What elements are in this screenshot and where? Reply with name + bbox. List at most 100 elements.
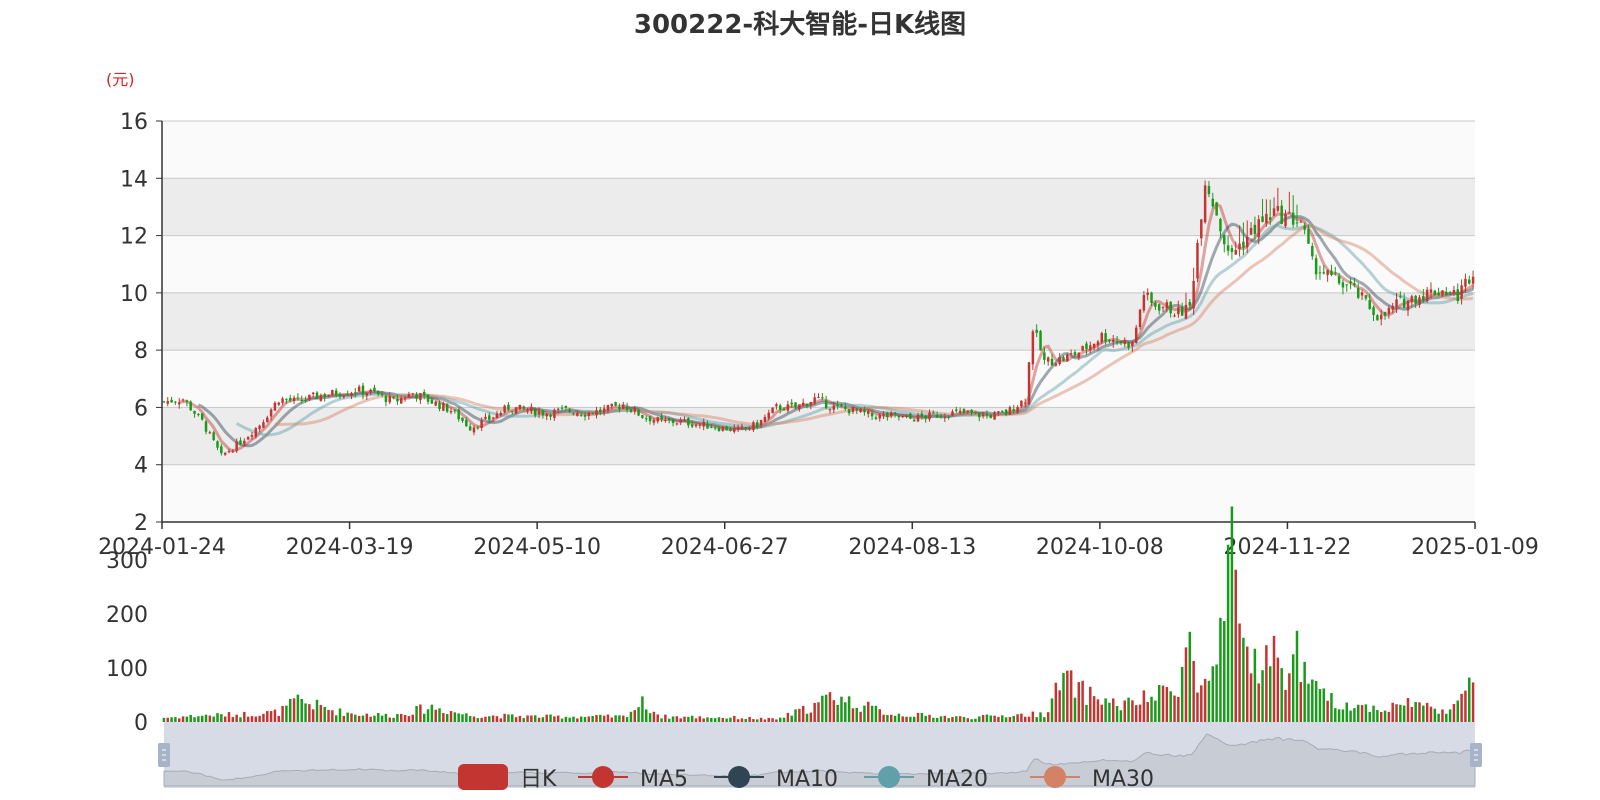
volume-bar	[1043, 717, 1046, 722]
volume-bar	[671, 716, 675, 722]
volume-bar	[396, 713, 399, 722]
volume-bar	[319, 704, 323, 722]
candle-body	[1288, 212, 1291, 214]
candle-body	[1418, 297, 1421, 305]
volume-bar	[556, 715, 560, 722]
volume-bar	[426, 709, 430, 722]
candle-body	[1265, 213, 1268, 224]
candle-body	[1456, 289, 1460, 302]
candle-body	[537, 411, 541, 415]
svg-text:MA20: MA20	[926, 767, 988, 792]
ma30-legend-icon	[1044, 766, 1066, 788]
volume-bar	[1192, 660, 1195, 722]
volume-bar	[767, 717, 770, 722]
candle-body	[281, 398, 284, 403]
volume-bar	[602, 715, 606, 722]
ma20-legend-icon	[878, 766, 900, 788]
volume-bar	[181, 716, 185, 722]
candle-body	[671, 420, 675, 423]
volume-bar	[392, 717, 395, 722]
volume-bar	[606, 714, 610, 722]
volume-bar	[978, 716, 981, 722]
datazoom-right-handle[interactable]	[1470, 743, 1482, 767]
volume-bar	[537, 717, 541, 722]
legend-item-ma10[interactable]: MA10	[714, 766, 838, 792]
candle-body	[491, 417, 495, 419]
candle-body	[258, 425, 261, 430]
candle-body	[488, 415, 491, 420]
volume-bar	[1234, 569, 1237, 722]
candle-body	[239, 440, 242, 445]
candle-body	[606, 405, 610, 411]
candle-body	[323, 394, 326, 398]
legend[interactable]: 日K MA5 MA10 MA20 MA30	[458, 764, 1154, 792]
volume-bar	[457, 713, 460, 722]
volume-bar	[1368, 711, 1371, 722]
volume-bar	[204, 714, 208, 722]
candle-body	[893, 412, 897, 414]
candle-body	[1108, 339, 1111, 342]
candle-body	[1391, 305, 1394, 310]
volume-bar	[212, 716, 215, 722]
volume-bar	[1456, 700, 1460, 722]
legend-item-ma5[interactable]: MA5	[578, 766, 688, 792]
volume-bar	[476, 718, 480, 722]
candle-body	[1092, 343, 1096, 348]
volume-bar	[514, 717, 518, 722]
candle-body	[564, 405, 568, 408]
ma5-legend-icon	[592, 766, 614, 788]
candle-body	[273, 402, 277, 411]
datazoom-slider[interactable]	[158, 722, 1482, 788]
volume-bar	[266, 711, 269, 722]
volume-bar	[1112, 698, 1115, 722]
candle-body	[664, 419, 667, 421]
ma10-legend-icon	[728, 766, 750, 788]
volume-tick-label: 100	[106, 657, 148, 682]
volume-bar	[1452, 704, 1456, 722]
volume-bar	[568, 717, 571, 722]
volume-bar	[311, 709, 315, 722]
candle-body	[541, 410, 545, 416]
date-tick-label: 2024-10-08	[1036, 535, 1164, 560]
volume-bar	[733, 715, 736, 722]
candle-body	[1154, 302, 1157, 307]
candle-body	[599, 409, 602, 413]
candle-body	[174, 401, 177, 403]
legend-item-ma30[interactable]: MA30	[1030, 766, 1154, 792]
volume-bar	[560, 718, 564, 722]
candle-body	[181, 399, 185, 401]
candle-body	[805, 404, 809, 407]
volume-bar	[622, 715, 625, 722]
volume-bar	[1402, 705, 1406, 722]
volume-bar	[1326, 700, 1329, 722]
candle-body	[1311, 245, 1314, 257]
legend-item-ma20[interactable]: MA20	[864, 766, 988, 792]
volume-bar	[1062, 672, 1065, 722]
volume-bar	[629, 711, 633, 722]
volume-bar	[756, 719, 759, 722]
datazoom-left-handle[interactable]	[158, 743, 170, 767]
candle-body	[1314, 258, 1318, 275]
volume-bar	[989, 715, 993, 722]
volume-bar	[1119, 710, 1123, 722]
volume-bar	[380, 715, 384, 722]
volume-bar	[939, 716, 943, 722]
candle-body	[771, 407, 774, 414]
volume-bar	[208, 715, 212, 722]
candle-body	[350, 392, 353, 396]
candle-body	[338, 394, 342, 397]
candle-body	[1249, 228, 1253, 235]
candle-body	[794, 402, 797, 408]
volume-bar	[725, 718, 728, 722]
volume-bar	[323, 706, 326, 722]
candle-body	[644, 418, 648, 420]
candle-body	[625, 406, 629, 410]
candle-body	[905, 415, 908, 417]
volume-bar	[1291, 654, 1295, 722]
candle-body	[1180, 306, 1184, 316]
volume-bar	[1016, 714, 1019, 722]
volume-bar	[1387, 711, 1391, 722]
legend-item-kline[interactable]: 日K	[458, 764, 557, 792]
candle-body	[331, 390, 334, 395]
